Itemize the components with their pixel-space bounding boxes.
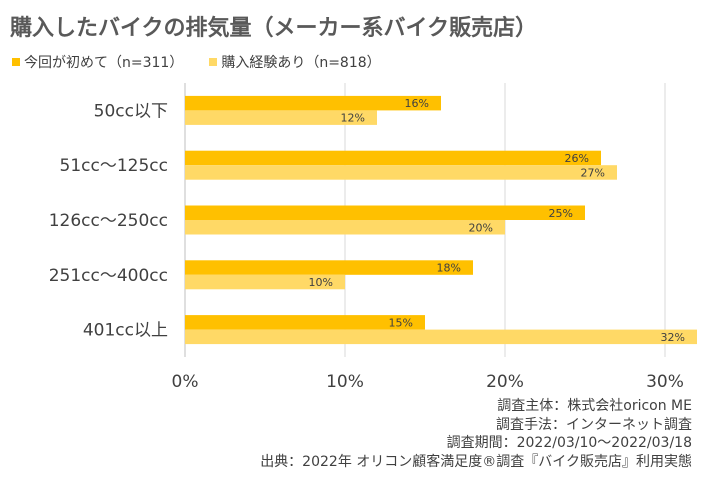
legend: 今回が初めて（n=311） 購入経験あり（n=818） bbox=[12, 52, 381, 72]
source-citation: 出典：2022年 オリコン顧客満足度®調査『バイク販売店』利用実態 bbox=[260, 453, 692, 470]
survey-organizer: 調査主体：株式会社oricon ME bbox=[497, 398, 692, 414]
x-tick-label-30: 30% bbox=[646, 372, 684, 392]
data-label: 20% bbox=[469, 221, 493, 234]
data-label: 26% bbox=[565, 152, 589, 165]
x-tick-label-10: 10% bbox=[326, 372, 364, 392]
data-label: 18% bbox=[437, 262, 461, 275]
survey-period: 調査期間：2022/03/10～2022/03/18 bbox=[446, 435, 692, 451]
x-tick-label-20: 20% bbox=[486, 372, 524, 392]
data-label: 25% bbox=[549, 207, 573, 220]
legend-label-first-time: 今回が初めて（n=311） bbox=[24, 55, 184, 71]
bar-experienced bbox=[185, 165, 617, 180]
data-label: 16% bbox=[405, 97, 429, 110]
data-label: 15% bbox=[389, 316, 413, 329]
bar-first-time bbox=[185, 315, 425, 330]
category-label: 401cc以上 bbox=[83, 321, 168, 341]
source-notes: 調査主体：株式会社oricon ME 調査手法：インターネット調査 調査期間：2… bbox=[260, 397, 692, 471]
chart-title: 購入したバイクの排気量（メーカー系バイク販売店） bbox=[10, 16, 538, 41]
bar-first-time bbox=[185, 150, 601, 166]
data-label: 32% bbox=[661, 331, 685, 344]
category-label: 126cc～250cc bbox=[49, 211, 168, 231]
bar-experienced bbox=[185, 329, 697, 345]
legend-swatch-experienced bbox=[209, 58, 218, 66]
data-label: 10% bbox=[309, 276, 333, 289]
category-label: 51cc～125cc bbox=[60, 156, 168, 176]
bar-experienced bbox=[185, 110, 377, 125]
category-label: 251cc～400cc bbox=[49, 266, 168, 286]
x-tick-label-0: 0% bbox=[172, 372, 199, 392]
bar-experienced bbox=[185, 220, 505, 235]
data-label: 12% bbox=[341, 112, 365, 125]
category-label: 50cc以下 bbox=[94, 101, 168, 121]
bar-first-time bbox=[185, 260, 473, 275]
legend-item-experienced: 購入経験あり（n=818） bbox=[209, 52, 381, 72]
bar-first-time bbox=[185, 205, 585, 220]
bar-first-time bbox=[185, 95, 441, 111]
legend-swatch-first-time bbox=[12, 58, 20, 66]
data-label: 27% bbox=[581, 166, 605, 179]
legend-label-experienced: 購入経験あり（n=818） bbox=[221, 55, 381, 71]
legend-item-first-time: 今回が初めて（n=311） bbox=[12, 52, 183, 72]
bar-experienced bbox=[185, 274, 345, 290]
survey-method: 調査手法：インターネット調査 bbox=[496, 416, 692, 433]
